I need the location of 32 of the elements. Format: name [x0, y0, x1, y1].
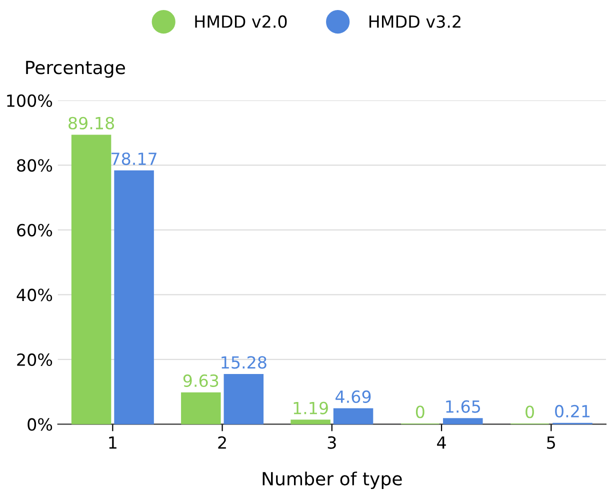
y-tick-label: 100% — [7, 94, 52, 107]
bar — [290, 420, 330, 424]
data-label: 15.28 — [222, 356, 266, 369]
bar — [181, 392, 221, 424]
y-tick-label: 80% — [17, 159, 52, 172]
data-label: 0.21 — [555, 404, 590, 418]
x-tick-label: 3 — [328, 436, 336, 449]
y-axis-title: Percentage — [26, 60, 125, 78]
data-label: 89.18 — [68, 116, 114, 130]
x-tick-label: 1 — [109, 436, 116, 449]
y-tick-label: 0% — [28, 418, 52, 431]
data-label: 1.19 — [294, 402, 328, 414]
data-label: 4.69 — [336, 390, 371, 403]
bar — [443, 418, 483, 424]
bar — [114, 170, 154, 424]
bar — [71, 134, 112, 424]
data-label: 78.17 — [112, 152, 156, 166]
x-tick-label: 5 — [547, 436, 555, 449]
x-tick-label: 2 — [218, 436, 226, 449]
x-axis-title: Number of type — [262, 472, 402, 490]
data-label: 0 — [416, 406, 424, 418]
x-tick-label: 4 — [437, 436, 446, 449]
bar — [224, 374, 264, 424]
bar — [333, 408, 374, 424]
data-label: 1.65 — [446, 400, 480, 413]
legend-label: HMDD v3.2 — [369, 15, 460, 28]
y-tick-label: 60% — [17, 224, 52, 236]
data-label: 0 — [526, 406, 534, 418]
y-tick-label: 40% — [16, 288, 52, 302]
y-tick-label: 20% — [17, 353, 52, 366]
legend-label: HMDD v2.0 — [195, 15, 287, 28]
data-label: 9.63 — [183, 374, 218, 387]
